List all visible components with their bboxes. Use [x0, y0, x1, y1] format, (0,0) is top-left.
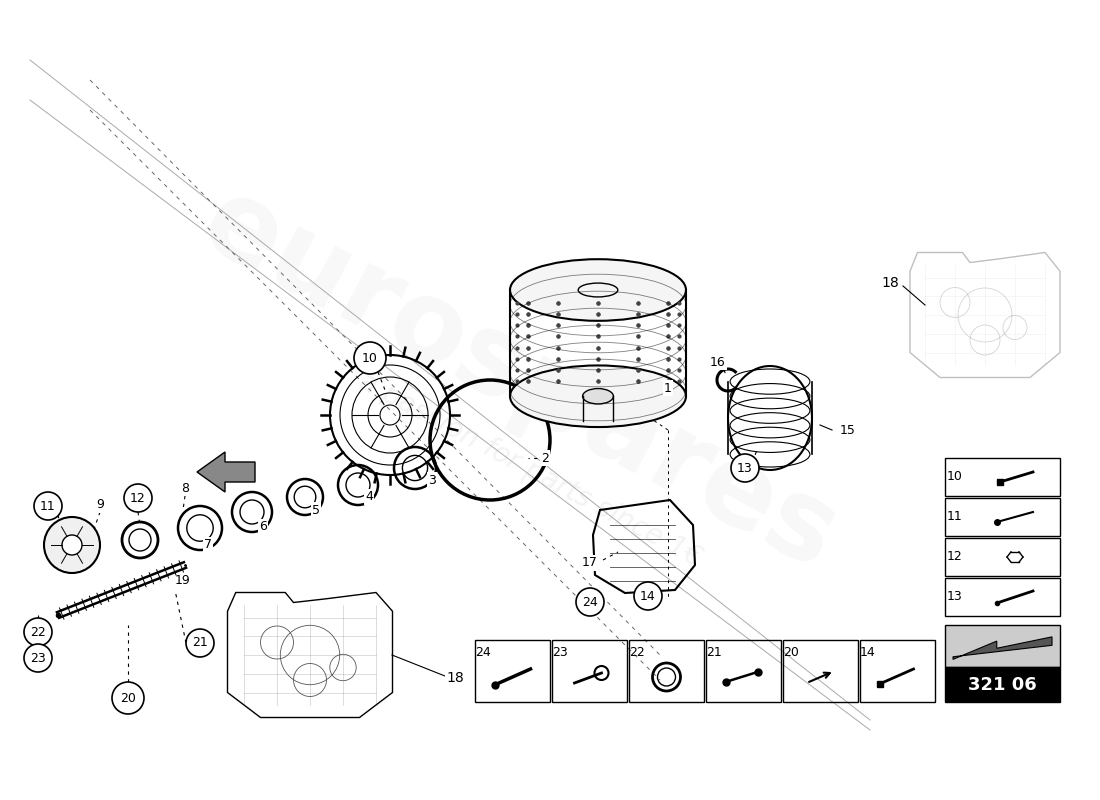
Bar	[475, 640, 550, 702]
Circle shape	[732, 454, 759, 482]
Text: 3: 3	[428, 474, 436, 486]
Circle shape	[62, 535, 82, 555]
Ellipse shape	[240, 500, 264, 524]
Ellipse shape	[346, 473, 370, 497]
Text: 9: 9	[96, 498, 103, 511]
Ellipse shape	[129, 529, 151, 551]
Text: 18: 18	[881, 276, 899, 290]
Text: 2: 2	[541, 451, 549, 465]
Text: 21: 21	[192, 637, 208, 650]
Circle shape	[186, 629, 214, 657]
Text: 20: 20	[783, 646, 799, 658]
Text: 23: 23	[552, 646, 568, 658]
Text: 24: 24	[475, 646, 491, 658]
Text: 22: 22	[30, 626, 46, 638]
Bar	[706, 640, 781, 702]
Circle shape	[634, 582, 662, 610]
Text: 14: 14	[640, 590, 656, 602]
Text: 13: 13	[947, 590, 962, 603]
Circle shape	[24, 644, 52, 672]
Bar	[945, 667, 1060, 702]
Text: 6: 6	[260, 521, 267, 534]
Text: 17: 17	[582, 557, 598, 570]
Text: 10: 10	[362, 351, 378, 365]
Bar	[552, 640, 627, 702]
Text: 7: 7	[204, 538, 212, 551]
Ellipse shape	[187, 515, 213, 541]
Text: 13: 13	[737, 462, 752, 474]
Text: 22: 22	[629, 646, 645, 658]
Circle shape	[24, 618, 52, 646]
Bar	[783, 640, 858, 702]
Text: 11: 11	[40, 499, 56, 513]
Bar	[629, 640, 704, 702]
Ellipse shape	[583, 389, 614, 404]
Text: 11: 11	[947, 510, 962, 523]
Text: a passion for parts since 1€: a passion for parts since 1€	[354, 367, 706, 573]
Ellipse shape	[294, 486, 316, 508]
Text: 18: 18	[447, 671, 464, 685]
Text: 20: 20	[120, 691, 136, 705]
Text: eurospares: eurospares	[185, 168, 856, 592]
Circle shape	[44, 517, 100, 573]
Bar	[860, 640, 935, 702]
Text: 14: 14	[860, 646, 876, 658]
Bar	[945, 625, 1060, 667]
Bar	[945, 538, 1060, 576]
Bar	[945, 458, 1060, 496]
Text: 4: 4	[365, 490, 373, 503]
Text: 15: 15	[840, 423, 856, 437]
Polygon shape	[953, 637, 1052, 659]
Text: 16: 16	[711, 355, 726, 369]
Text: 5: 5	[312, 503, 320, 517]
Text: 19: 19	[175, 574, 190, 586]
Circle shape	[576, 588, 604, 616]
Ellipse shape	[510, 366, 686, 427]
Text: 8: 8	[182, 482, 189, 494]
Text: 12: 12	[947, 550, 962, 563]
Text: 21: 21	[706, 646, 722, 658]
Ellipse shape	[510, 259, 686, 321]
Bar	[945, 578, 1060, 616]
Ellipse shape	[403, 455, 428, 481]
Text: 10: 10	[947, 470, 962, 483]
Circle shape	[112, 682, 144, 714]
Circle shape	[354, 342, 386, 374]
Text: 12: 12	[130, 491, 146, 505]
Text: 1: 1	[664, 382, 672, 394]
Text: 23: 23	[30, 651, 46, 665]
Circle shape	[34, 492, 62, 520]
Text: 321 06: 321 06	[968, 676, 1037, 694]
Bar	[945, 498, 1060, 536]
Polygon shape	[197, 452, 255, 492]
Circle shape	[124, 484, 152, 512]
Text: 24: 24	[582, 595, 598, 609]
